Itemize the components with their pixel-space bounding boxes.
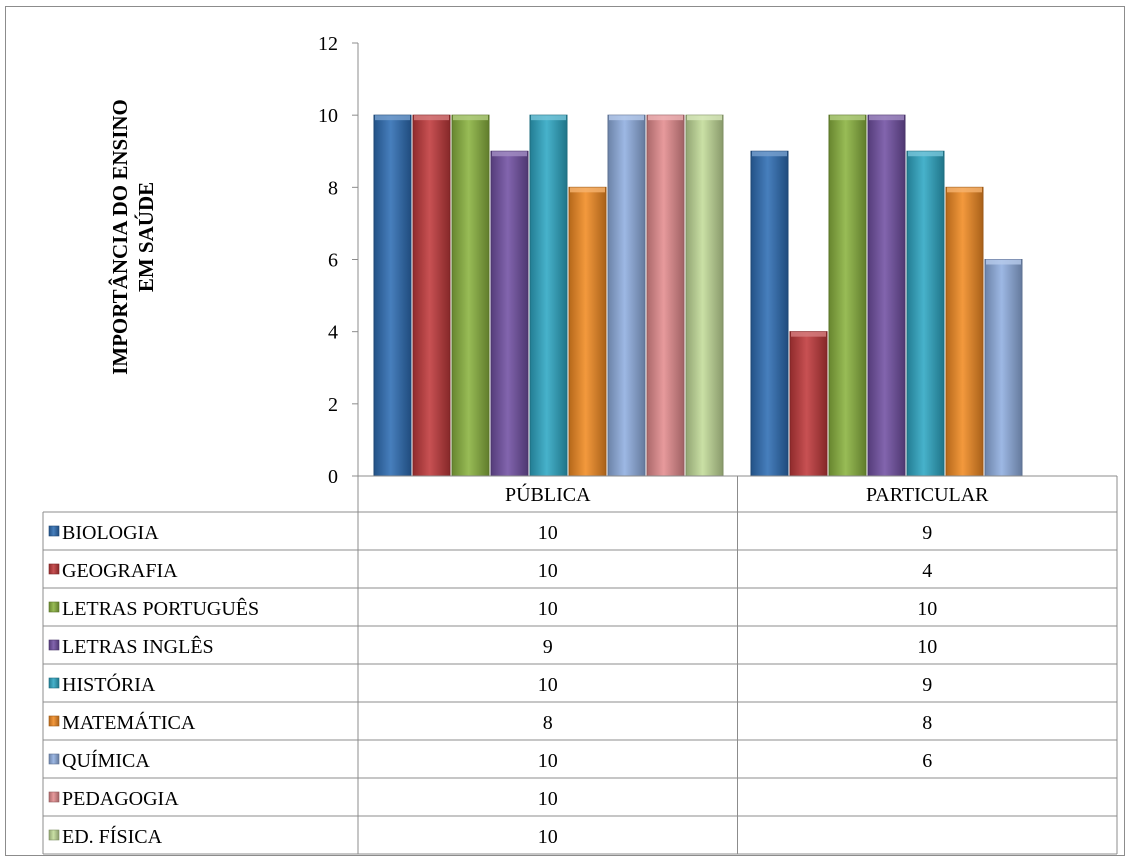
data-table: PÚBLICA PARTICULAR BIOLOGIA 10 9 GEOGRAFIA 10 4…: [42, 475, 1118, 855]
bar-top-highlight: [830, 115, 865, 121]
bar-top-highlight: [570, 187, 605, 193]
bar-letras-ingl-s-1: [867, 114, 906, 477]
bar-top-highlight: [869, 115, 904, 121]
data-label: 9: [543, 636, 553, 658]
bar-top-highlight: [492, 151, 527, 157]
legend-series-name: GEOGRAFIA: [62, 560, 178, 582]
data-label: 10: [538, 598, 558, 620]
bar-top-highlight: [986, 259, 1021, 265]
bar-top-highlight: [687, 115, 722, 121]
legend-swatch: [48, 677, 60, 689]
bar-geografia-0: [412, 114, 451, 477]
x-category-label: PARTICULAR: [866, 484, 989, 506]
bar-geografia-1: [789, 331, 828, 477]
bar-qu-mica-1: [984, 259, 1023, 477]
data-label: 10: [917, 598, 937, 620]
bar-top-highlight: [908, 151, 943, 157]
legend-swatch: [48, 639, 60, 651]
bar-matem-tica-0: [568, 186, 607, 477]
bar-hist-ria-1: [906, 150, 945, 477]
legend-series-name: ED. FÍSICA: [62, 825, 163, 848]
bar-top-highlight: [752, 151, 787, 157]
bar-top-highlight: [648, 115, 683, 121]
bar-top-highlight: [609, 115, 644, 121]
y-tick-label: 4: [328, 322, 338, 344]
bar-top-highlight: [414, 115, 449, 121]
legend-swatch: [48, 715, 60, 727]
bar-qu-mica-0: [607, 114, 646, 477]
bar-top-highlight: [791, 331, 826, 337]
data-label: 8: [922, 712, 932, 734]
bar-letras-portugu-s-1: [828, 114, 867, 477]
data-label: 10: [538, 674, 558, 696]
bar-top-highlight: [531, 115, 566, 121]
legend-swatch: [48, 563, 60, 575]
data-label: 10: [538, 560, 558, 582]
legend-swatch: [48, 601, 60, 613]
data-label: 10: [917, 636, 937, 658]
axis-layer: 0 2 4 6 8 10 12: [318, 33, 359, 488]
bar-top-highlight: [375, 115, 410, 121]
data-label: 10: [538, 826, 558, 848]
bar-top-highlight: [947, 187, 982, 193]
x-category-label: PÚBLICA: [505, 482, 591, 506]
bar-biologia-1: [750, 150, 789, 477]
bar-pedagogia-0: [646, 114, 685, 477]
data-label: 8: [543, 712, 553, 734]
bar-hist-ria-0: [529, 114, 568, 477]
bar-letras-ingl-s-0: [490, 150, 529, 477]
y-tick-label: 6: [328, 250, 338, 272]
legend-series-name: HISTÓRIA: [62, 672, 156, 696]
legend-series-name: QUÍMICA: [62, 749, 150, 772]
legend-series-name: PEDAGOGIA: [62, 788, 179, 810]
bar-biologia-0: [373, 114, 412, 477]
legend-swatch: [48, 791, 60, 803]
legend-series-name: MATEMÁTICA: [62, 711, 196, 734]
y-tick-label: 10: [318, 105, 338, 127]
chart-frame: [5, 6, 1125, 856]
legend-series-name: LETRAS INGLÊS: [62, 635, 214, 658]
data-label: 9: [922, 522, 932, 544]
data-label: 9: [922, 674, 932, 696]
bars-layer: [373, 114, 1023, 477]
bar-top-highlight: [453, 115, 488, 121]
bar-ed-f-sica-0: [685, 114, 724, 477]
legend-series-name: LETRAS PORTUGUÊS: [62, 597, 259, 620]
data-label: 10: [538, 788, 558, 810]
y-tick-label: 12: [318, 33, 338, 55]
legend-swatch: [48, 829, 60, 841]
data-label: 10: [538, 522, 558, 544]
legend-series-name: BIOLOGIA: [62, 522, 159, 544]
bar-matem-tica-1: [945, 186, 984, 477]
legend-swatch: [48, 525, 60, 537]
data-label: 10: [538, 750, 558, 772]
y-tick-label: 8: [328, 177, 338, 199]
data-label: 4: [922, 560, 932, 582]
bar-letras-portugu-s-0: [451, 114, 490, 477]
data-label: 6: [922, 750, 932, 772]
y-tick-label: 0: [328, 466, 338, 488]
y-tick-label: 2: [328, 394, 338, 416]
legend-swatch: [48, 753, 60, 765]
